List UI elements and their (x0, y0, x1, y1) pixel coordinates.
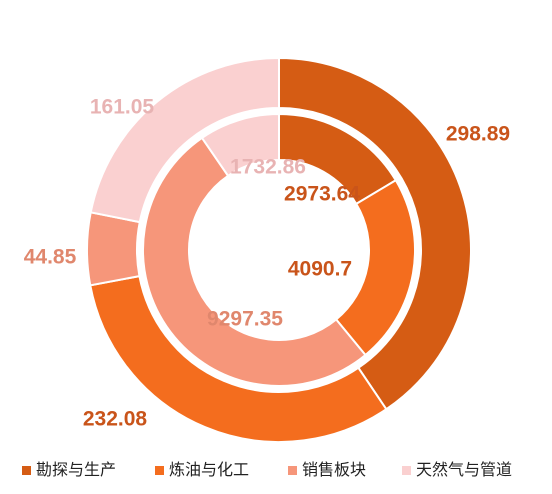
slice (200, 112, 280, 178)
value-label: 9297.35 (207, 308, 283, 331)
value-label: 44.85 (24, 246, 77, 269)
slice (278, 56, 472, 411)
slice (142, 136, 367, 387)
legend-label: 勘探与生产 (36, 461, 116, 479)
value-label: 298.89 (446, 123, 510, 146)
value-label: 1732.86 (230, 156, 306, 179)
value-label: 161.05 (90, 96, 155, 119)
value-label: 2973.64 (284, 183, 360, 206)
value-label: 4090.7 (288, 258, 352, 281)
value-label: 232.08 (83, 408, 148, 431)
legend-label: 炼油与化工 (169, 461, 249, 479)
legend-label: 天然气与管道 (416, 461, 512, 479)
legend-swatch (402, 466, 411, 475)
legend-swatch (155, 466, 164, 475)
legend-label: 销售板块 (302, 461, 366, 479)
slice (89, 56, 280, 224)
legend-swatch (22, 466, 31, 475)
legend-swatch (288, 466, 297, 475)
slice (86, 211, 141, 287)
